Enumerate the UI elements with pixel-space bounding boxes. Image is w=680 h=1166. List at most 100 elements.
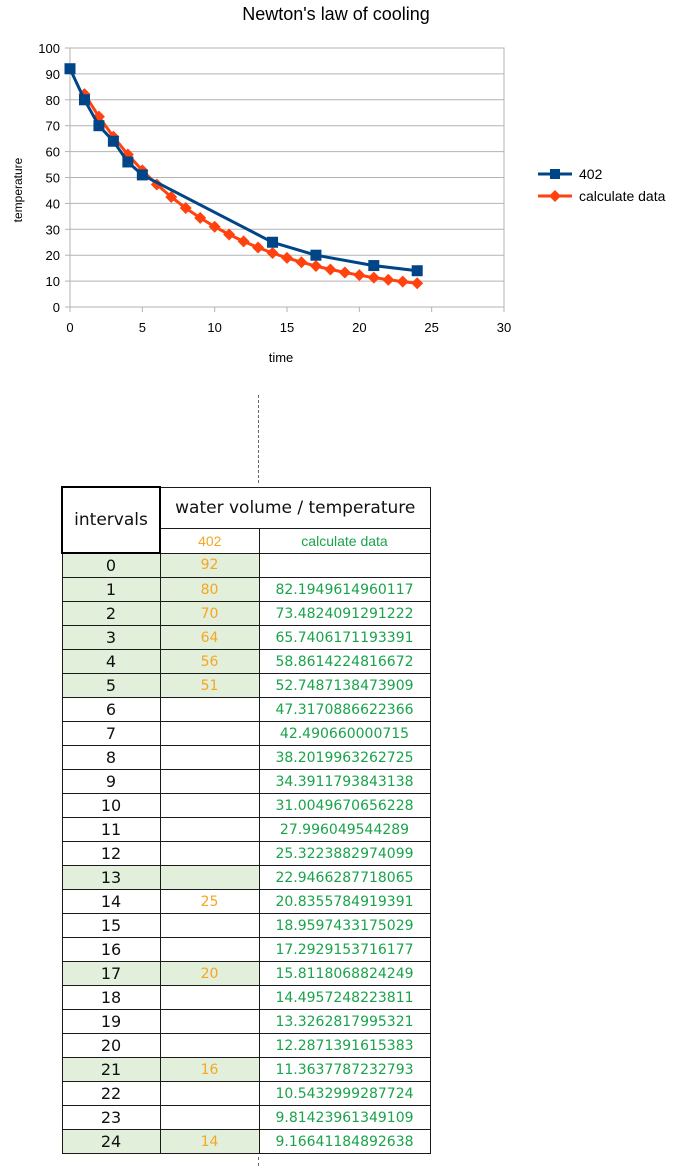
calculated-cell: 10.5432999287724	[258, 1081, 431, 1106]
interval-cell: 4	[61, 649, 161, 674]
legend-marker-square	[550, 169, 560, 179]
data-point-diamond	[252, 241, 265, 254]
measured-cell	[159, 745, 260, 770]
table-row: 12 25.3223882974099	[61, 841, 431, 866]
interval-cell: 2	[61, 601, 161, 626]
y-tick-label: 90	[46, 67, 60, 82]
table-row: 18 14.4957248223811	[61, 985, 431, 1010]
measured-cell: 16	[159, 1057, 260, 1082]
table-row: 23 9.81423961349109	[61, 1105, 431, 1130]
y-axis-label: temperature	[11, 157, 25, 222]
x-axis-label: time	[269, 350, 294, 365]
interval-cell: 21	[61, 1057, 161, 1082]
measured-cell	[159, 913, 260, 938]
y-tick-label: 30	[46, 222, 60, 237]
interval-cell: 10	[61, 793, 161, 818]
table-row: 6 47.3170886622366	[61, 697, 431, 722]
measured-cell	[159, 1081, 260, 1106]
measured-cell	[159, 865, 260, 890]
data-point-diamond	[411, 277, 424, 290]
data-point-square	[78, 94, 90, 106]
calculated-cell: 13.3262817995321	[258, 1009, 431, 1034]
calculated-cell: 11.3637787232793	[258, 1057, 431, 1082]
measured-cell: 56	[159, 649, 260, 674]
legend-label: 402	[579, 166, 603, 182]
calculated-cell	[258, 552, 431, 578]
data-point-diamond	[295, 256, 308, 269]
calculated-cell: 18.9597433175029	[258, 913, 431, 938]
interval-cell: 24	[61, 1129, 161, 1154]
table-row: 5 51 52.7487138473909	[61, 673, 431, 698]
calculated-cell: 20.8355784919391	[258, 889, 431, 914]
y-tick-label: 60	[46, 145, 60, 160]
calculated-cell: 25.3223882974099	[258, 841, 431, 866]
measured-cell	[159, 793, 260, 818]
data-point-square	[411, 265, 423, 277]
table-row: 13 22.9466287718065	[61, 865, 431, 890]
calculated-cell: 65.7406171193391	[258, 625, 431, 650]
interval-cell: 20	[61, 1033, 161, 1058]
x-tick-label: 0	[66, 320, 73, 335]
data-point-square	[93, 120, 105, 132]
table-row: 16 17.2929153716177	[61, 937, 431, 962]
interval-cell: 3	[61, 625, 161, 650]
table-row: 9 34.3911793843138	[61, 769, 431, 794]
calculated-cell: 34.3911793843138	[258, 769, 431, 794]
measured-cell	[159, 817, 260, 842]
chart-title: Newton's law of cooling	[242, 4, 430, 24]
table-row: 21 16 11.3637787232793	[61, 1057, 431, 1082]
header-calculate-data: calculate data	[258, 528, 431, 554]
y-tick-label: 10	[46, 274, 60, 289]
measured-cell: 25	[159, 889, 260, 914]
data-point-diamond	[338, 266, 351, 279]
interval-cell: 9	[61, 769, 161, 794]
table-row: 4 56 58.8614224816672	[61, 649, 431, 674]
axis-ticks: 0 10 20 30 40 50 60 70 80 90 100 0 5 10 15 20 25 30	[38, 41, 511, 335]
data-point-diamond	[281, 251, 293, 264]
connector-line	[258, 395, 259, 483]
data-point-diamond	[208, 220, 221, 233]
calculated-cell: 47.3170886622366	[258, 697, 431, 722]
measured-cell: 92	[159, 552, 260, 578]
table-row: 3 64 65.7406171193391	[61, 625, 431, 650]
table-body: 0 92 1 80 82.1949614960117 2 70 73.482409129122…	[61, 552, 431, 1154]
data-point-square	[136, 169, 148, 181]
table-row: 0 92	[61, 552, 431, 578]
interval-cell: 6	[61, 697, 161, 722]
table-row: 7 42.490660000715	[61, 721, 431, 746]
calculated-cell: 12.2871391615383	[258, 1033, 431, 1058]
connector-line-bottom	[258, 1157, 259, 1166]
calculated-cell: 9.81423961349109	[258, 1105, 431, 1130]
measured-cell: 14	[159, 1129, 260, 1154]
calculated-cell: 14.4957248223811	[258, 985, 431, 1010]
data-point-diamond	[367, 271, 380, 284]
calculated-cell: 42.490660000715	[258, 721, 431, 746]
x-tick-label: 25	[424, 320, 438, 335]
y-tick-label: 80	[46, 93, 60, 108]
x-tick-label: 10	[207, 320, 221, 335]
cooling-chart: Newton's law of cooling 0102030405060708…	[11, 4, 666, 365]
calculated-cell: 27.996049544289	[258, 817, 431, 842]
data-point-diamond	[223, 228, 236, 241]
data-point-square	[122, 156, 134, 168]
measured-cell	[159, 937, 260, 962]
interval-cell: 1	[61, 577, 161, 602]
measured-cell: 51	[159, 673, 260, 698]
table-row: 2 70 73.4824091291222	[61, 601, 431, 626]
interval-cell: 12	[61, 841, 161, 866]
y-tick-label: 50	[46, 171, 60, 186]
measured-cell: 64	[159, 625, 260, 650]
interval-cell: 17	[61, 961, 161, 986]
interval-cell: 15	[61, 913, 161, 938]
data-point-diamond	[266, 247, 279, 260]
x-tick-label: 15	[280, 320, 294, 335]
measured-cell	[159, 1009, 260, 1034]
table-row: 14 25 20.8355784919391	[61, 889, 431, 914]
table-row: 15 18.9597433175029	[61, 913, 431, 938]
series-0	[64, 63, 423, 277]
calculated-cell: 17.2929153716177	[258, 937, 431, 962]
data-point-diamond	[194, 211, 207, 224]
legend-marker-diamond	[549, 190, 561, 202]
interval-cell: 22	[61, 1081, 161, 1106]
x-tick-label: 5	[139, 320, 146, 335]
